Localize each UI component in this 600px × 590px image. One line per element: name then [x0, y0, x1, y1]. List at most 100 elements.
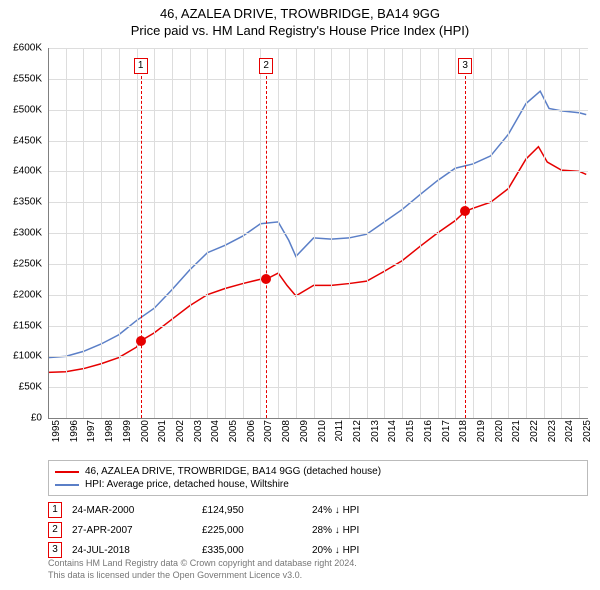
footer-line1: Contains HM Land Registry data © Crown c… — [48, 558, 588, 570]
legend-row: 46, AZALEA DRIVE, TROWBRIDGE, BA14 9GG (… — [55, 465, 581, 478]
y-tick-label: £150K — [0, 320, 42, 331]
chart-area: £0£50K£100K£150K£200K£250K£300K£350K£400… — [48, 48, 588, 418]
footer-attribution: Contains HM Land Registry data © Crown c… — [48, 558, 588, 581]
x-tick-label: 1999 — [122, 420, 133, 442]
legend-row: HPI: Average price, detached house, Wilt… — [55, 478, 581, 491]
grid-line-vertical — [172, 48, 173, 418]
grid-line-vertical — [455, 48, 456, 418]
x-tick-label: 2010 — [317, 420, 328, 442]
grid-line-vertical — [579, 48, 580, 418]
y-tick-label: £100K — [0, 351, 42, 362]
title-address: 46, AZALEA DRIVE, TROWBRIDGE, BA14 9GG — [0, 6, 600, 21]
grid-line-vertical — [137, 48, 138, 418]
event-num-box: 1 — [48, 502, 62, 518]
legend-label: 46, AZALEA DRIVE, TROWBRIDGE, BA14 9GG (… — [85, 466, 381, 477]
grid-line-vertical — [278, 48, 279, 418]
grid-line-vertical — [207, 48, 208, 418]
x-tick-label: 2022 — [529, 420, 540, 442]
event-vline — [266, 76, 267, 418]
x-tick-label: 2014 — [387, 420, 398, 442]
grid-line-horizontal — [48, 387, 588, 388]
grid-line-vertical — [83, 48, 84, 418]
grid-line-vertical — [296, 48, 297, 418]
sale-dot — [460, 206, 470, 216]
event-vline — [141, 76, 142, 418]
grid-line-horizontal — [48, 295, 588, 296]
event-row: 124-MAR-2000£124,95024% ↓ HPI — [48, 500, 588, 520]
y-tick-label: £250K — [0, 258, 42, 269]
x-tick-label: 2007 — [263, 420, 274, 442]
legend-swatch — [55, 484, 79, 486]
y-tick-label: £500K — [0, 104, 42, 115]
x-tick-label: 2023 — [547, 420, 558, 442]
grid-line-vertical — [367, 48, 368, 418]
event-marker-box: 3 — [458, 58, 472, 74]
grid-line-horizontal — [48, 264, 588, 265]
x-tick-label: 2017 — [441, 420, 452, 442]
y-axis-line — [48, 48, 49, 418]
x-tick-label: 2009 — [299, 420, 310, 442]
event-num-box: 3 — [48, 542, 62, 558]
sale-dot — [261, 274, 271, 284]
grid-line-vertical — [190, 48, 191, 418]
grid-line-vertical — [243, 48, 244, 418]
grid-line-horizontal — [48, 48, 588, 49]
grid-line-vertical — [154, 48, 155, 418]
event-delta: 24% ↓ HPI — [312, 505, 432, 516]
x-tick-label: 2016 — [423, 420, 434, 442]
x-tick-label: 1997 — [86, 420, 97, 442]
grid-line-vertical — [314, 48, 315, 418]
y-tick-label: £350K — [0, 197, 42, 208]
y-tick-label: £0 — [0, 413, 42, 424]
grid-line-vertical — [101, 48, 102, 418]
grid-line-horizontal — [48, 233, 588, 234]
x-tick-label: 2002 — [175, 420, 186, 442]
y-tick-label: £450K — [0, 135, 42, 146]
x-tick-label: 1998 — [104, 420, 115, 442]
event-row: 324-JUL-2018£335,00020% ↓ HPI — [48, 540, 588, 560]
event-marker-box: 1 — [134, 58, 148, 74]
sale-dot — [136, 336, 146, 346]
grid-line-vertical — [119, 48, 120, 418]
grid-line-horizontal — [48, 326, 588, 327]
title-block: 46, AZALEA DRIVE, TROWBRIDGE, BA14 9GG P… — [0, 0, 600, 38]
x-tick-label: 2006 — [246, 420, 257, 442]
grid-line-vertical — [473, 48, 474, 418]
chart-container: 46, AZALEA DRIVE, TROWBRIDGE, BA14 9GG P… — [0, 0, 600, 590]
event-vline — [465, 76, 466, 418]
event-price: £335,000 — [202, 545, 302, 556]
event-delta: 28% ↓ HPI — [312, 525, 432, 536]
x-tick-label: 2003 — [193, 420, 204, 442]
grid-line-horizontal — [48, 356, 588, 357]
grid-line-vertical — [402, 48, 403, 418]
plot-rect: £0£50K£100K£150K£200K£250K£300K£350K£400… — [48, 48, 588, 418]
grid-line-vertical — [438, 48, 439, 418]
x-tick-label: 2018 — [458, 420, 469, 442]
grid-line-vertical — [420, 48, 421, 418]
y-tick-label: £50K — [0, 382, 42, 393]
x-tick-label: 2008 — [281, 420, 292, 442]
event-num-box: 2 — [48, 522, 62, 538]
series-line-hpi — [48, 91, 586, 357]
x-tick-label: 2015 — [405, 420, 416, 442]
grid-line-vertical — [491, 48, 492, 418]
legend-box: 46, AZALEA DRIVE, TROWBRIDGE, BA14 9GG (… — [48, 460, 588, 496]
x-axis-line — [48, 418, 588, 419]
x-tick-label: 1995 — [51, 420, 62, 442]
x-tick-label: 2011 — [334, 420, 345, 442]
x-tick-label: 1996 — [69, 420, 80, 442]
x-tick-label: 2004 — [210, 420, 221, 442]
y-tick-label: £300K — [0, 228, 42, 239]
event-date: 27-APR-2007 — [72, 525, 192, 536]
x-tick-label: 2020 — [494, 420, 505, 442]
grid-line-vertical — [526, 48, 527, 418]
title-subtitle: Price paid vs. HM Land Registry's House … — [0, 23, 600, 38]
event-delta: 20% ↓ HPI — [312, 545, 432, 556]
grid-line-horizontal — [48, 171, 588, 172]
grid-line-horizontal — [48, 202, 588, 203]
grid-line-vertical — [544, 48, 545, 418]
x-tick-label: 2013 — [370, 420, 381, 442]
legend-label: HPI: Average price, detached house, Wilt… — [85, 479, 289, 490]
y-tick-label: £400K — [0, 166, 42, 177]
event-marker-box: 2 — [259, 58, 273, 74]
